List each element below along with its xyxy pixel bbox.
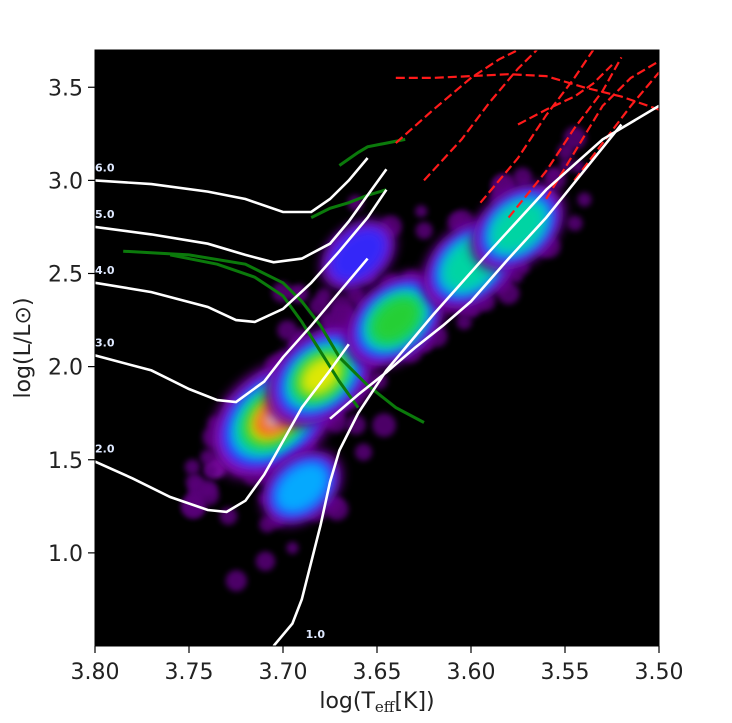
- density-speckle: [201, 480, 218, 497]
- x-axis-label-tail: [K]): [394, 689, 434, 714]
- density-map: [181, 126, 592, 592]
- red-track-line: [517, 64, 613, 126]
- y-tick-label: 1.5: [48, 449, 83, 474]
- y-tick-label: 3.0: [48, 169, 83, 194]
- density-speckle: [328, 497, 343, 512]
- track-line-1.0: [272, 104, 659, 646]
- evolutionary-tracks: [95, 104, 659, 646]
- track-line-3.0: [95, 257, 369, 404]
- green-track-line: [338, 137, 406, 167]
- y-tick-label: 2.5: [48, 263, 83, 288]
- density-speckle: [372, 413, 396, 438]
- track-label-1.0: 1.0: [306, 628, 326, 641]
- density-speckle: [185, 473, 203, 491]
- red-track-line: [507, 56, 623, 219]
- track-line-extra: [329, 123, 623, 420]
- density-speckle: [346, 286, 365, 305]
- track-mass-labels: 6.0 5.0 4.0 3.0 2.0 1.0: [95, 161, 325, 641]
- density-speckle: [567, 215, 583, 232]
- density-speckle: [286, 541, 299, 554]
- track-line-2.0: [95, 343, 350, 514]
- density-speckle: [277, 320, 298, 341]
- track-line-5.0: [95, 168, 388, 264]
- density-speckle: [557, 143, 575, 161]
- y-axis-label: log(L/L⊙): [11, 297, 36, 398]
- green-tracks: [123, 137, 425, 424]
- density-speckle: [225, 570, 247, 592]
- track-line-4.0: [95, 188, 388, 324]
- density-speckle: [316, 288, 332, 304]
- density-level: [490, 200, 546, 254]
- track-label-2.0: 2.0: [95, 443, 115, 456]
- x-axis-label-main: log(T: [319, 689, 375, 714]
- density-speckle: [497, 282, 520, 305]
- red-track-line: [573, 71, 659, 182]
- density-speckle: [577, 192, 592, 207]
- green-track-line: [123, 249, 425, 424]
- track-label-6.0: 6.0: [95, 161, 115, 174]
- red-tracks: [395, 50, 659, 219]
- density-speckle: [456, 314, 472, 330]
- x-axis-label-sub: eff: [375, 698, 396, 716]
- x-tick-label: 3.50: [635, 660, 684, 685]
- density-speckle: [415, 205, 428, 218]
- density-speckle: [184, 459, 201, 475]
- density-speckle: [203, 464, 218, 479]
- density-speckle: [546, 168, 560, 182]
- x-axis-label: log(Teff[K]): [319, 689, 434, 716]
- red-track-line: [545, 60, 659, 200]
- density-speckle: [255, 551, 276, 572]
- track-label-5.0: 5.0: [95, 208, 115, 221]
- density-level: [370, 296, 421, 344]
- x-tick-label: 3.75: [165, 660, 214, 685]
- track-line-6.0: [95, 157, 369, 214]
- x-tick-label: 3.65: [353, 660, 402, 685]
- y-tick-label: 3.5: [48, 76, 83, 101]
- x-axis-ticks: 3.80 3.75 3.70 3.65 3.60 3.55 3.50: [71, 646, 684, 685]
- density-speckle: [415, 222, 433, 240]
- x-tick-label: 3.55: [541, 660, 590, 685]
- green-track-line: [169, 253, 360, 409]
- x-tick-label: 3.60: [447, 660, 496, 685]
- density-level: [328, 226, 389, 283]
- red-track-line: [479, 50, 595, 204]
- density-speckle: [354, 443, 373, 461]
- density-speckle: [466, 304, 480, 318]
- red-track-line: [395, 73, 659, 111]
- track-label-3.0: 3.0: [95, 336, 115, 349]
- x-tick-label: 3.80: [71, 660, 120, 685]
- green-track-line: [310, 188, 387, 219]
- y-tick-label: 2.0: [48, 356, 83, 381]
- x-tick-label: 3.70: [259, 660, 308, 685]
- track-label-4.0: 4.0: [95, 264, 115, 277]
- density-level: [273, 461, 330, 514]
- y-axis-ticks: 1.0 1.5 2.0 2.5 3.0 3.5: [48, 76, 95, 567]
- density-speckle: [513, 167, 533, 187]
- y-tick-label: 1.0: [48, 542, 83, 567]
- red-track-line: [395, 50, 519, 144]
